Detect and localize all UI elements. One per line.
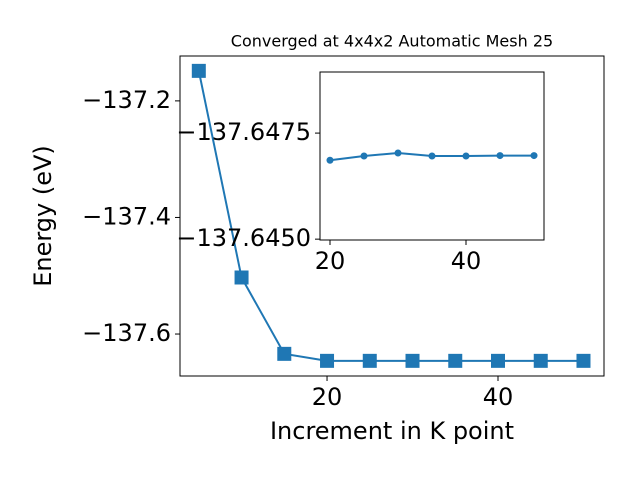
- x-tick-label: 20: [312, 383, 343, 411]
- x-tick-label: 40: [483, 383, 514, 411]
- x-tick-label: 40: [451, 247, 482, 275]
- marker: [320, 353, 335, 368]
- marker: [277, 346, 292, 361]
- marker: [326, 156, 334, 164]
- marker: [362, 353, 377, 368]
- marker: [234, 270, 249, 285]
- y-tick-label: −137.6450: [176, 224, 311, 252]
- marker: [405, 353, 420, 368]
- marker: [448, 353, 463, 368]
- y-tick-label: −137.2: [82, 86, 171, 114]
- marker: [530, 152, 538, 160]
- x-axis-label: Increment in K point: [270, 417, 514, 445]
- y-tick-label: −137.6: [82, 319, 171, 347]
- x-tick-label: 20: [315, 247, 346, 275]
- y-tick-label: −137.4: [82, 202, 171, 230]
- marker: [360, 152, 368, 160]
- y-tick-label: −137.6475: [176, 118, 311, 146]
- marker: [496, 152, 504, 160]
- marker: [491, 353, 505, 368]
- chart-title: Converged at 4x4x2 Automatic Mesh 25: [231, 32, 553, 51]
- marker: [576, 353, 591, 368]
- marker: [394, 149, 402, 157]
- data-line: [197, 70, 584, 362]
- marker: [191, 63, 206, 78]
- marker: [462, 152, 470, 160]
- y-axis-label: Energy (eV): [29, 145, 57, 287]
- marker: [533, 353, 548, 368]
- marker: [428, 152, 436, 160]
